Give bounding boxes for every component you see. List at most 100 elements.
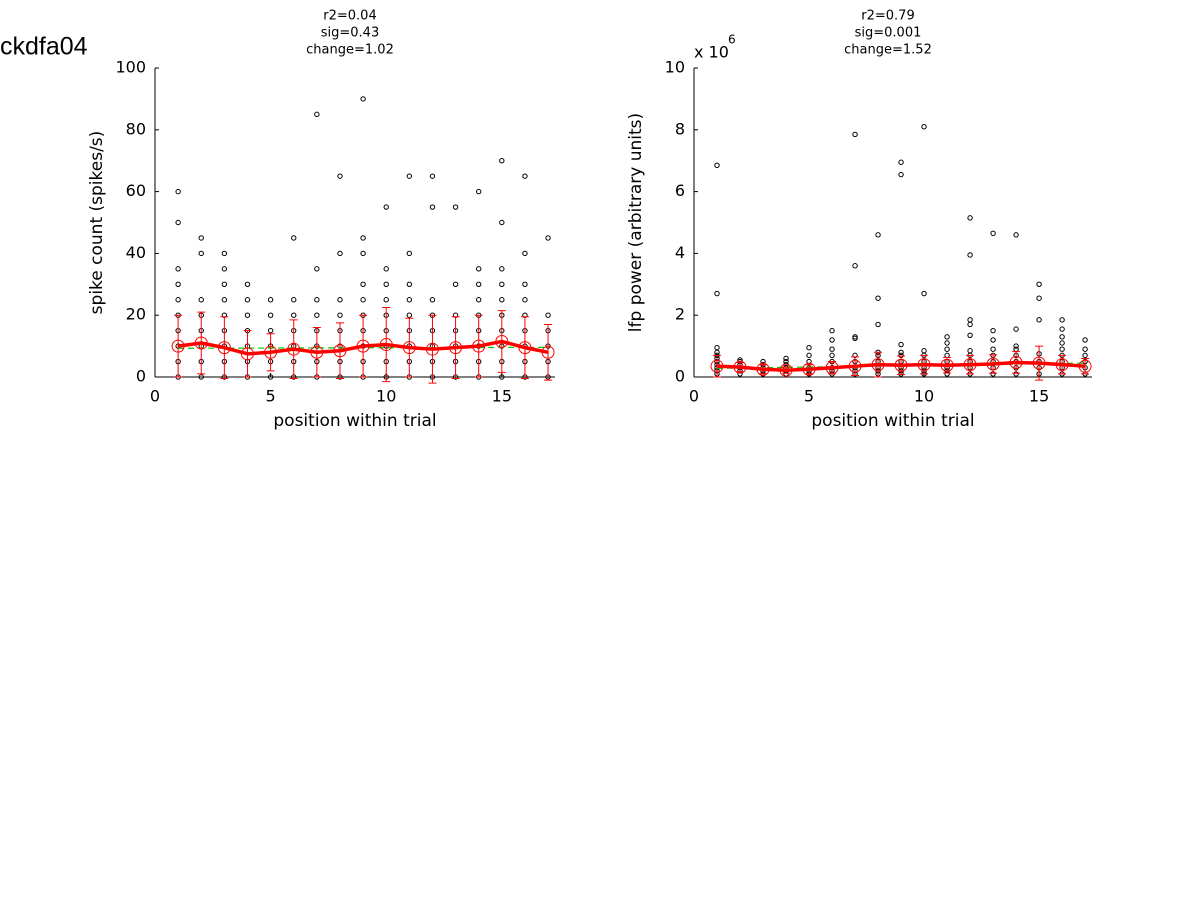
- mean-marker: [756, 362, 770, 376]
- data-point: [1036, 317, 1042, 323]
- mean-marker: [917, 358, 931, 372]
- data-point: [1036, 295, 1042, 301]
- data-point: [875, 295, 881, 301]
- data-point: [921, 348, 927, 354]
- data-point: [198, 374, 204, 380]
- chart-title: r2=0.04: [323, 9, 376, 24]
- data-point: [522, 297, 528, 303]
- mean-marker: [518, 341, 532, 355]
- x-tick-label: 0: [689, 387, 699, 406]
- data-point: [429, 297, 436, 303]
- data-point: [499, 219, 505, 226]
- x-axis-label: position within trial: [273, 411, 436, 431]
- data-point: [314, 111, 320, 118]
- mean-marker: [1009, 355, 1023, 369]
- data-point: [1036, 281, 1042, 287]
- data-point: [967, 317, 973, 323]
- chart-title: sig=0.001: [855, 26, 922, 41]
- data-point: [806, 352, 812, 359]
- chart-title: r2=0.79: [861, 9, 914, 24]
- error-bar: [1081, 357, 1090, 375]
- mean-line: [716, 360, 1086, 372]
- data-point: [267, 297, 274, 303]
- data-point: [175, 266, 181, 272]
- data-point: [406, 297, 413, 303]
- y-tick-label: 0: [675, 367, 685, 386]
- data-point: [499, 158, 505, 164]
- data-point: [990, 346, 996, 352]
- mean-line: [177, 339, 549, 356]
- data-point: [406, 312, 413, 318]
- data-point: [337, 173, 343, 179]
- data-point: [921, 290, 927, 297]
- data-point: [291, 235, 297, 241]
- data-point: [383, 297, 389, 303]
- data-point: [714, 162, 720, 169]
- data-point: [990, 327, 996, 334]
- data-point: [267, 327, 274, 334]
- mean-marker: [402, 341, 416, 355]
- data-point: [291, 297, 297, 303]
- data-point: [990, 230, 996, 237]
- mean-marker: [495, 334, 509, 348]
- data-point: [545, 312, 551, 318]
- mean-marker: [963, 358, 977, 372]
- mean-marker: [217, 341, 231, 355]
- mean-marker: [449, 341, 463, 355]
- data-point: [829, 352, 835, 359]
- y-tick-label: 0: [136, 367, 146, 386]
- data-point: [1059, 334, 1065, 340]
- data-point: [921, 124, 927, 130]
- error-bar: [174, 314, 183, 378]
- data-point: [406, 250, 413, 257]
- y-axis-label: spike count (spikes/s): [87, 131, 107, 315]
- data-point: [898, 171, 904, 178]
- data-point: [545, 235, 551, 241]
- mean-marker: [379, 338, 393, 352]
- mean-marker: [779, 363, 793, 377]
- data-point: [198, 250, 204, 257]
- data-point: [806, 344, 812, 351]
- data-point: [475, 281, 482, 287]
- data-point: [944, 334, 950, 340]
- data-point: [875, 232, 881, 238]
- mean-marker: [194, 336, 208, 350]
- mean-marker: [1055, 358, 1069, 372]
- data-point: [360, 297, 366, 303]
- data-point: [1013, 232, 1019, 238]
- data-point: [314, 312, 320, 318]
- mean-marker: [871, 358, 885, 372]
- y-tick-label: 2: [675, 305, 685, 324]
- data-point: [783, 355, 789, 362]
- mean-marker: [986, 357, 1000, 371]
- y-tick-label: 40: [126, 243, 146, 262]
- data-point: [1082, 337, 1088, 343]
- data-point: [499, 374, 505, 380]
- data-point: [175, 281, 181, 287]
- y-tick-label: 8: [675, 119, 685, 138]
- x-tick-label: 10: [914, 387, 934, 406]
- data-point: [383, 266, 389, 272]
- data-point: [714, 290, 720, 297]
- y-tick-label: 10: [665, 58, 685, 77]
- mean-marker: [825, 361, 839, 375]
- data-point: [360, 281, 366, 287]
- chart-title: sig=0.43: [321, 26, 379, 41]
- data-point: [967, 252, 973, 258]
- data-point: [522, 173, 528, 179]
- mean-marker: [425, 342, 439, 356]
- data-point: [499, 266, 505, 272]
- y-axis-label: lfp power (arbitrary units): [626, 113, 646, 332]
- data-point: [944, 346, 950, 352]
- data-point: [829, 346, 835, 352]
- data-point: [944, 340, 950, 346]
- data-point: [522, 281, 528, 287]
- data-point: [406, 173, 413, 179]
- data-point: [499, 297, 505, 303]
- data-point: [314, 297, 320, 303]
- data-point: [314, 266, 320, 272]
- data-point: [499, 281, 505, 287]
- x-axis-label: position within trial: [811, 411, 974, 431]
- mean-marker: [333, 344, 347, 358]
